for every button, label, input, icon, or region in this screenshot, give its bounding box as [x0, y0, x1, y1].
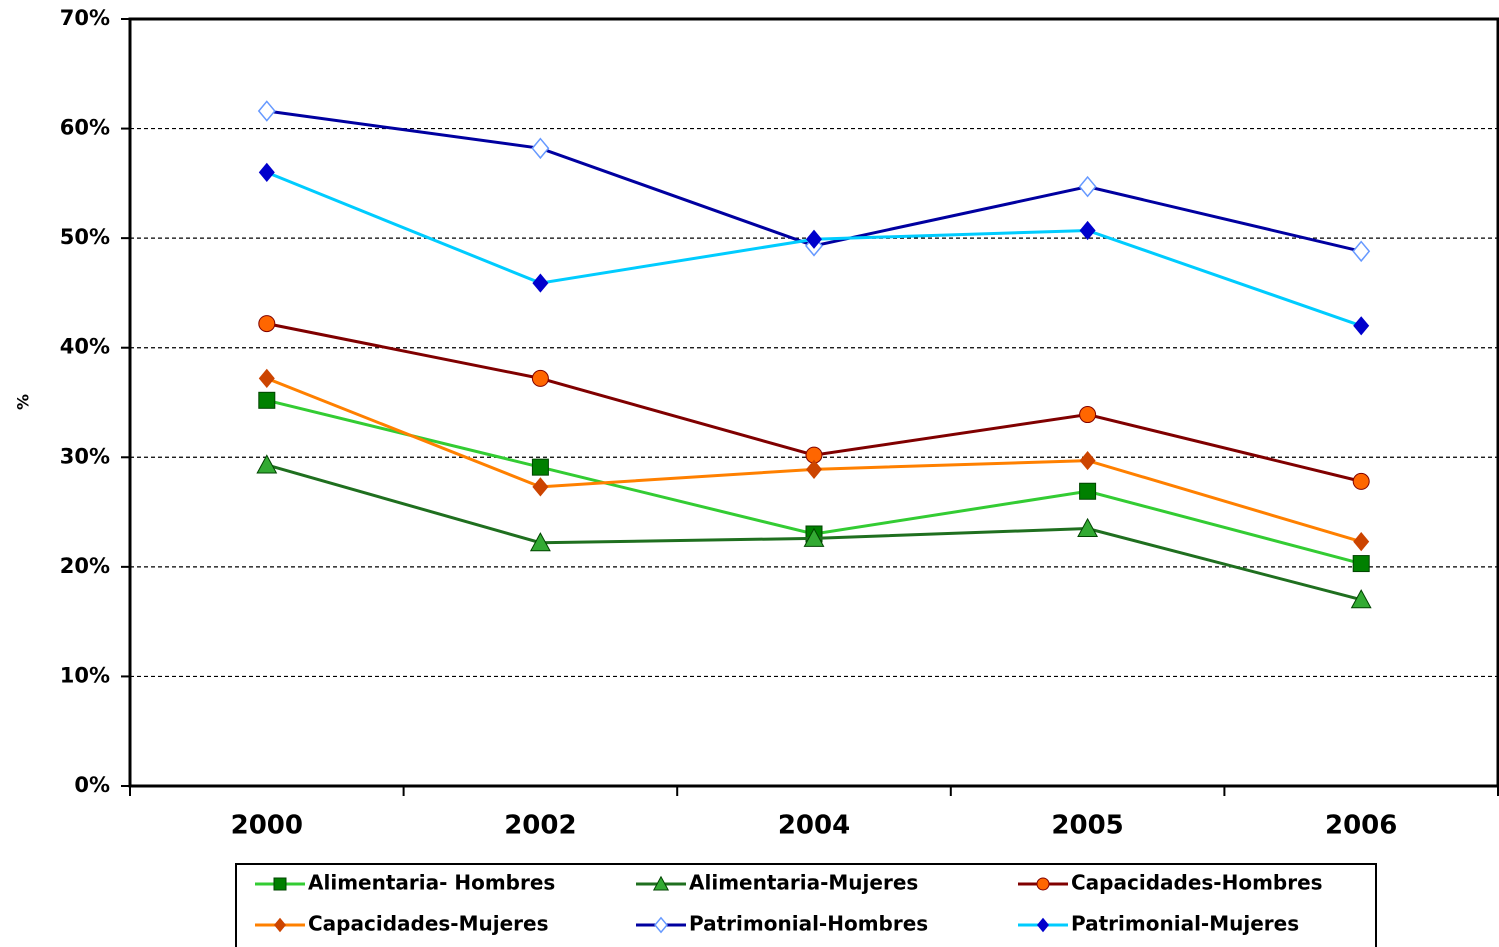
- x-tick-label: 2000: [231, 811, 303, 841]
- legend-label: Patrimonial-Mujeres: [1071, 912, 1299, 936]
- marker: [529, 532, 551, 552]
- legend-box: [235, 863, 1377, 947]
- legend-marker: [274, 917, 286, 933]
- marker: [257, 100, 276, 122]
- marker: [1079, 482, 1097, 500]
- marker: [531, 458, 549, 476]
- legend-label: Patrimonial-Hombres: [689, 912, 928, 936]
- marker: [1352, 240, 1371, 263]
- marker: [256, 454, 278, 474]
- marker: [806, 229, 822, 249]
- marker: [806, 459, 822, 479]
- y-tick-label: 70%: [60, 6, 110, 30]
- marker: [1079, 450, 1096, 471]
- legend-marker: [654, 916, 668, 934]
- marker: [258, 391, 276, 409]
- legend-label: Capacidades-Mujeres: [308, 912, 549, 936]
- marker: [531, 137, 550, 160]
- x-tick-label: 2006: [1325, 811, 1397, 841]
- plot-frame: [128, 17, 1499, 788]
- marker: [532, 477, 549, 497]
- y-tick-label: 10%: [60, 663, 110, 687]
- y-tick-label: 30%: [60, 444, 110, 468]
- marker: [258, 162, 275, 182]
- legend-marker: [273, 877, 287, 891]
- x-tick-label: 2002: [504, 811, 576, 841]
- marker: [1352, 472, 1370, 490]
- marker: [1079, 220, 1096, 241]
- marker: [532, 273, 549, 293]
- legend-label: Alimentaria- Hombres: [308, 871, 555, 895]
- marker: [1352, 555, 1370, 573]
- y-tick-label: 20%: [60, 554, 110, 578]
- x-tick-label: 2005: [1051, 811, 1123, 841]
- y-axis-label: %: [14, 394, 33, 410]
- marker: [258, 368, 275, 388]
- y-tick-label: 50%: [60, 225, 110, 249]
- marker: [803, 527, 825, 547]
- marker: [531, 369, 549, 387]
- y-tick-label: 0%: [74, 773, 110, 797]
- legend-marker: [1036, 877, 1050, 891]
- marker: [1353, 532, 1370, 552]
- legend-marker: [652, 875, 670, 891]
- marker: [1078, 175, 1097, 198]
- marker: [1079, 406, 1097, 424]
- marker: [258, 315, 276, 333]
- legend-label: Alimentaria-Mujeres: [689, 871, 918, 895]
- marker: [1350, 589, 1372, 609]
- x-tick-label: 2004: [778, 811, 850, 841]
- legend-label: Capacidades-Hombres: [1071, 871, 1323, 895]
- marker: [1353, 316, 1370, 336]
- y-tick-label: 40%: [60, 335, 110, 359]
- y-tick-label: 60%: [60, 116, 110, 140]
- marker: [1077, 517, 1099, 538]
- legend-marker: [1037, 917, 1049, 933]
